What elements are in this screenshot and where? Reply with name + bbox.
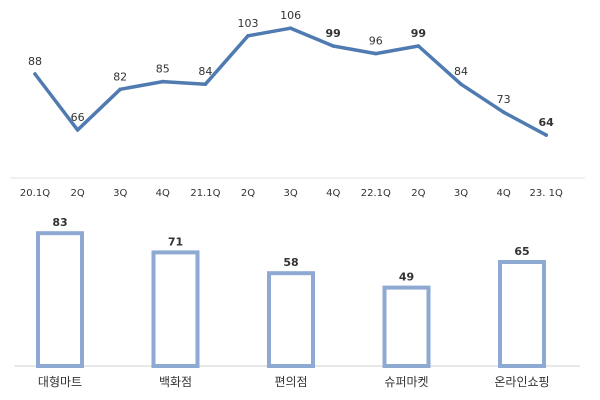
- line-data-label: 82: [113, 70, 127, 83]
- line-point: [288, 26, 293, 31]
- line-series: [33, 26, 548, 137]
- bar: [382, 285, 431, 369]
- line-data-label: 85: [156, 63, 170, 76]
- bar: [498, 260, 546, 368]
- line-x-tick-label: 20.1Q: [20, 188, 50, 199]
- line-data-label: 84: [454, 65, 468, 78]
- bar-category-label: 온라인쇼핑: [494, 375, 549, 389]
- line-x-tick-label: 22.1Q: [361, 188, 391, 199]
- line-point: [544, 133, 548, 137]
- bar: [36, 231, 84, 368]
- line-data-label: 99: [411, 27, 426, 40]
- line-point: [331, 44, 336, 48]
- line-chart: 88 20.1Q 66 2Q 82 3Q 85 4Q 84 21.1Q 103 2Q 106 3Q 99 4Q…: [20, 9, 563, 199]
- line-data-label: 64: [539, 116, 555, 129]
- bar-data-label: 49: [399, 271, 414, 284]
- line-point: [33, 72, 37, 76]
- line-x-tick-label: 4Q: [156, 188, 170, 199]
- line-x-tick-label: 3Q: [283, 188, 297, 199]
- line-point: [416, 44, 421, 48]
- line-point: [501, 110, 506, 114]
- line-x-tick-label: 2Q: [411, 188, 425, 199]
- bar-chart: 83 대형마트 71 백화점 58 편의점 49 슈퍼마켓 65 온라인쇼핑: [14, 216, 580, 389]
- line-data-label: 88: [28, 55, 42, 68]
- bar: [267, 271, 315, 369]
- line-x-tick-label: 21.1Q: [190, 188, 220, 199]
- bar-data-label: 71: [168, 235, 183, 248]
- line-x-tick-label: 3Q: [113, 188, 127, 199]
- line-x-tick-label: 2Q: [241, 188, 255, 199]
- line-x-tick-label: 4Q: [496, 188, 510, 199]
- line-point: [246, 34, 250, 38]
- line-point: [459, 82, 463, 86]
- line-data-label: 84: [198, 65, 212, 78]
- line-x-tick-label: 2Q: [70, 188, 84, 199]
- line-x-tick-label: 23. 1Q: [530, 188, 563, 199]
- line-point: [75, 128, 80, 132]
- line-point: [203, 82, 208, 86]
- bar-category-label: 백화점: [159, 375, 192, 389]
- line-data-label: 66: [71, 111, 85, 124]
- line-point: [161, 79, 165, 84]
- bar-category-label: 편의점: [274, 375, 307, 389]
- line-x-tick-label: 4Q: [326, 188, 340, 199]
- line-x-tick-label: 3Q: [454, 188, 468, 199]
- line-point: [118, 87, 122, 92]
- line-data-label: 103: [238, 17, 259, 30]
- line-data-label: 99: [326, 27, 341, 40]
- line-point: [374, 51, 378, 56]
- bar-category-label: 슈퍼마켓: [384, 375, 428, 389]
- bar-data-label: 58: [283, 256, 298, 269]
- bar: [151, 250, 200, 368]
- line-data-label: 96: [369, 35, 383, 48]
- line-data-label: 73: [497, 93, 511, 106]
- bar-category-label: 대형마트: [38, 375, 82, 389]
- bar-data-label: 65: [514, 245, 529, 258]
- bar-data-label: 83: [52, 216, 67, 229]
- line-data-label: 106: [280, 9, 301, 22]
